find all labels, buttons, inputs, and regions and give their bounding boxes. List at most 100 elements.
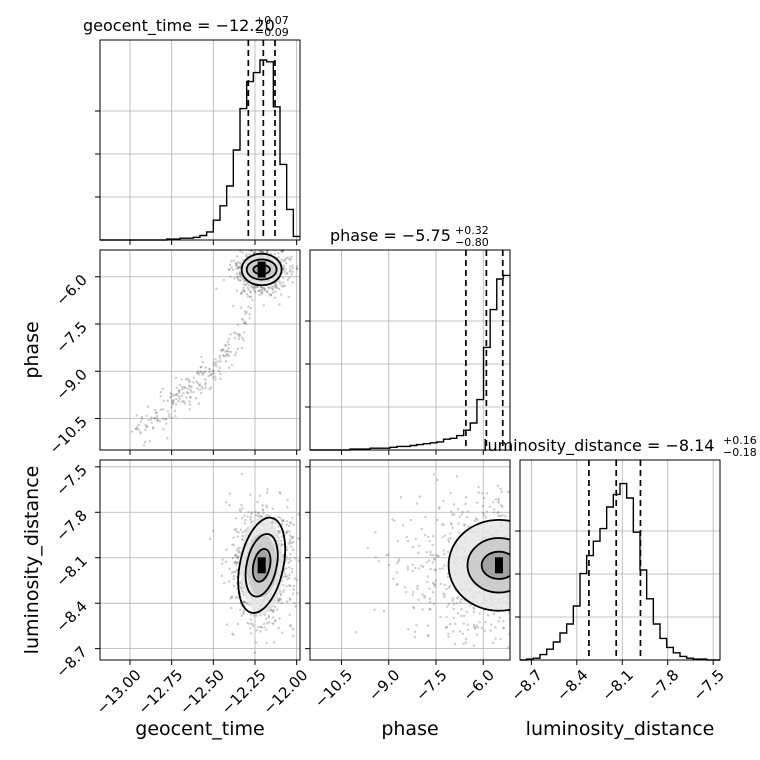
joint-panel-geocent-time-phase-point <box>281 276 285 279</box>
joint-panel-geocent-time-phase-point <box>288 265 292 268</box>
joint-panel-geocent-time-phase-point <box>238 273 242 276</box>
joint-panel-phase-luminosity-distance-point <box>512 585 514 587</box>
joint-panel-geocent-time-phase-point <box>172 401 175 405</box>
joint-panel-geocent-time-phase-point <box>183 402 187 405</box>
joint-panel-geocent-time-luminosity-distance-point <box>272 610 275 614</box>
joint-panel-phase-luminosity-distance-point <box>528 546 530 548</box>
joint-panel-geocent-time-phase-point <box>270 245 272 247</box>
xlabel-phase: phase <box>381 718 438 740</box>
joint-panel-phase-luminosity-distance-point <box>546 594 548 596</box>
joint-panel-phase-luminosity-distance-point <box>418 495 422 498</box>
joint-panel-phase-luminosity-distance-point <box>497 497 500 501</box>
joint-panel-geocent-time-phase-point <box>240 306 243 309</box>
joint-panel-geocent-time-phase-point <box>257 289 261 293</box>
joint-panel-geocent-time-phase-point <box>196 387 199 390</box>
joint-panel-geocent-time-phase-point <box>192 381 195 384</box>
joint-panel-phase-luminosity-distance-point <box>537 509 539 511</box>
joint-panel-geocent-time-phase-point <box>240 292 243 295</box>
joint-panel-geocent-time-phase-point <box>177 391 181 394</box>
joint-panel-phase-luminosity-distance-point <box>458 515 461 518</box>
joint-panel-phase-luminosity-distance-point <box>455 475 459 478</box>
joint-panel-phase-luminosity-distance-point <box>510 542 512 544</box>
joint-panel-geocent-time-luminosity-distance-point <box>277 600 280 603</box>
joint-panel-geocent-time-phase-point <box>212 364 215 367</box>
joint-panel-geocent-time-phase-point <box>169 396 172 399</box>
joint-panel-geocent-time-luminosity-distance-point <box>234 554 238 558</box>
joint-panel-phase-luminosity-distance-point <box>520 576 522 578</box>
joint-panel-geocent-time-phase-point <box>290 255 293 259</box>
joint-panel-geocent-time-luminosity-distance-point <box>291 634 295 638</box>
joint-panel-geocent-time-luminosity-distance-point <box>228 503 231 507</box>
joint-panel-phase-luminosity-distance-point <box>524 618 526 620</box>
joint-panel-phase-luminosity-distance-point <box>443 583 446 587</box>
joint-panel-phase-luminosity-distance-point <box>425 561 429 564</box>
joint-panel-geocent-time-phase-point <box>254 291 257 294</box>
joint-panel-phase-luminosity-distance-point <box>493 508 496 511</box>
joint-panel-geocent-time-luminosity-distance-point <box>261 508 265 511</box>
hist-panel-phase-bar-20 <box>444 439 451 450</box>
joint-panel-geocent-time-phase-point <box>192 376 196 379</box>
xtick-label-phase-3: −6.0 <box>459 666 497 704</box>
joint-panel-geocent-time-phase-point <box>263 287 266 291</box>
joint-panel-phase-luminosity-distance-point <box>536 569 538 571</box>
joint-panel-phase-luminosity-distance-point <box>556 612 558 614</box>
joint-panel-geocent-time-phase-point <box>242 289 246 293</box>
joint-panel-geocent-time-luminosity-distance-point <box>276 529 280 533</box>
title-phase-main: phase = −5.75 <box>330 226 451 245</box>
hist-panel-luminosity-distance-bar-3 <box>540 655 547 660</box>
hist-panel-phase-bar-17 <box>423 444 430 450</box>
joint-panel-geocent-time-phase-point <box>145 425 148 428</box>
joint-panel-phase-luminosity-distance-point <box>552 563 554 565</box>
joint-panel-geocent-time-luminosity-distance-point <box>268 514 271 518</box>
joint-panel-geocent-time-phase-point <box>222 278 226 282</box>
joint-panel-phase-luminosity-distance-point <box>539 589 541 591</box>
joint-panel-phase-luminosity-distance-point <box>566 585 568 587</box>
joint-panel-phase-luminosity-distance-point <box>520 521 522 523</box>
joint-panel-geocent-time-phase-point <box>180 400 184 403</box>
joint-panel-geocent-time-phase-point <box>156 418 160 422</box>
joint-panel-geocent-time-phase-point <box>239 246 241 248</box>
joint-panel-geocent-time-phase-point <box>166 399 169 403</box>
joint-panel-geocent-time-luminosity-distance-point <box>272 608 275 611</box>
joint-panel-geocent-time-luminosity-distance-point <box>288 584 292 588</box>
joint-panel-geocent-time-phase-point <box>281 250 284 253</box>
joint-panel-geocent-time-luminosity-distance-point <box>282 520 285 523</box>
joint-panel-geocent-time-phase-point <box>254 247 256 249</box>
joint-panel-phase-luminosity-distance-point <box>538 592 540 594</box>
joint-panel-phase-luminosity-distance-point <box>539 533 541 535</box>
joint-panel-geocent-time-phase-point <box>283 270 287 273</box>
joint-panel-phase-luminosity-distance-point <box>511 523 513 525</box>
joint-panel-phase-luminosity-distance-point <box>528 559 530 561</box>
joint-panel-geocent-time-luminosity-distance-point <box>285 523 288 526</box>
joint-panel-phase-luminosity-distance-point <box>492 641 495 645</box>
joint-panel-geocent-time-luminosity-distance-point <box>303 591 305 593</box>
joint-panel-geocent-time-luminosity-distance-point <box>262 512 265 515</box>
joint-panel-geocent-time-luminosity-distance-point <box>278 530 281 533</box>
joint-panel-geocent-time-luminosity-distance-point <box>224 560 228 563</box>
joint-panel-geocent-time-phase-point <box>249 306 253 310</box>
joint-panel-phase-luminosity-distance-point <box>449 492 452 495</box>
hist-panel-geocent-time-bar-19 <box>227 186 234 240</box>
joint-panel-geocent-time-phase-point <box>236 275 239 278</box>
joint-panel-phase-luminosity-distance-point <box>549 552 551 554</box>
hist-panel-luminosity-distance <box>520 460 720 661</box>
joint-panel-geocent-time-phase-point <box>208 370 211 374</box>
joint-panel-geocent-time-phase-point <box>188 400 191 403</box>
joint-panel-geocent-time-luminosity-distance-point <box>292 584 295 588</box>
joint-panel-phase-luminosity-distance-point <box>460 608 463 611</box>
hist-panel-geocent-time-bar-17 <box>213 220 220 240</box>
joint-panel-phase-luminosity-distance-point <box>497 501 500 504</box>
joint-panel-geocent-time-phase-point <box>285 272 288 276</box>
joint-panel-geocent-time-phase-point <box>208 368 211 371</box>
joint-panel-geocent-time-phase-point <box>155 412 158 415</box>
joint-panel-geocent-time-luminosity-distance-point <box>238 508 241 511</box>
joint-panel-geocent-time-luminosity-distance-point <box>300 566 302 568</box>
joint-panel-geocent-time-phase-point <box>295 267 299 270</box>
joint-panel-phase-luminosity-distance-point <box>555 568 557 570</box>
joint-panel-geocent-time-phase-point <box>230 266 233 269</box>
joint-panel-geocent-time-luminosity-distance-point <box>288 530 291 533</box>
joint-panel-phase-luminosity-distance-point <box>521 566 523 568</box>
joint-panel-phase-luminosity-distance-point <box>548 539 550 541</box>
joint-panel-phase-luminosity-distance-point <box>420 564 423 567</box>
joint-panel-geocent-time-phase-point <box>280 258 283 261</box>
